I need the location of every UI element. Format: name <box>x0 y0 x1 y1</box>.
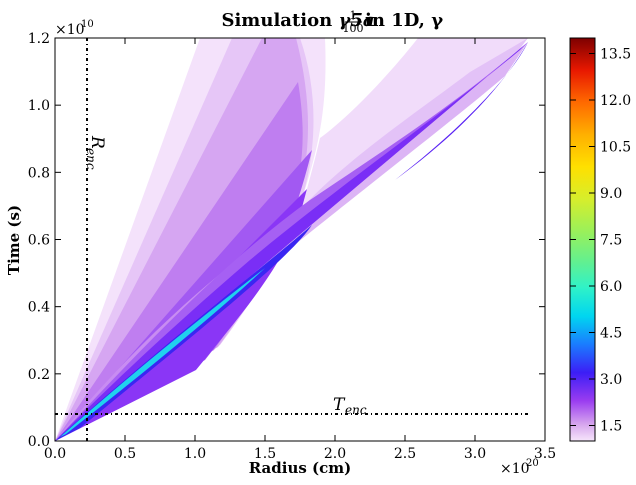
colorbar-tick-label: 7.5 <box>600 233 622 249</box>
x-tick-label: 1.0 <box>184 446 206 462</box>
svg-text:Simulation γ5a: Simulation γ5a <box>221 10 374 31</box>
y-axis-label: Time (s) <box>5 205 23 275</box>
core-lobe <box>55 82 303 441</box>
x-tick-label: 0.0 <box>44 446 66 462</box>
colorbar-tick-label: 10.5 <box>600 140 631 156</box>
r-enc-label: R enc <box>84 135 107 170</box>
title-math: γ5a <box>338 10 374 31</box>
x-tick-label: 2.5 <box>394 446 416 462</box>
svg-text:20: 20 <box>526 458 539 469</box>
y-tick-label: 1.0 <box>28 98 50 114</box>
x-axis-label: Radius (cm) <box>249 459 352 477</box>
colorbar-tick-label: 4.5 <box>600 326 622 342</box>
y-tick-label: 0.8 <box>28 165 50 181</box>
svg-text:enc: enc <box>84 148 98 170</box>
svg-text:R: R <box>87 135 107 149</box>
svg-text:×10: ×10 <box>55 22 85 38</box>
colorbar-tick-label: 6.0 <box>600 279 622 295</box>
title-suffix: in 1D, γ <box>365 10 443 31</box>
colorbar-tick-label: 9.0 <box>600 186 622 202</box>
y-axis-ticks: 0.0 0.2 0.4 0.6 0.8 1.0 1.2 <box>28 31 545 450</box>
colorbar-tick-label: 13.5 <box>600 47 631 63</box>
colorbar-tick-label: 12.0 <box>600 93 631 109</box>
colorbar-tick-label: 1.5 <box>600 419 622 435</box>
svg-text:enc: enc <box>345 403 367 417</box>
contour-layer <box>55 38 528 441</box>
title-prefix: Simulation <box>221 10 338 31</box>
shock-front-cyan <box>60 268 265 437</box>
t-enc-label: T enc <box>333 395 367 417</box>
x-tick-label: 3.0 <box>464 446 486 462</box>
y-tick-label: 0.6 <box>28 233 50 249</box>
y-multiplier: ×10 10 <box>55 19 94 38</box>
colorbar-tick-label: 3.0 <box>600 372 622 388</box>
y-tick-label: 1.2 <box>28 31 50 47</box>
colorbar-ticks: 1.5 3.0 4.5 6.0 7.5 9.0 10.5 12.0 13.5 <box>570 47 631 435</box>
x-tick-label: 0.5 <box>114 446 136 462</box>
svg-text:×10: ×10 <box>500 461 530 477</box>
x-tick-label: 2.0 <box>324 446 346 462</box>
y-tick-label: 0.4 <box>28 300 50 316</box>
x-tick-label: 3.5 <box>534 446 556 462</box>
svg-text:10: 10 <box>81 19 94 30</box>
inner-ejecta-lobe-2 <box>55 38 308 441</box>
y-tick-label: 0.2 <box>28 367 50 383</box>
svg-text:T: T <box>333 395 346 415</box>
x-tick-label: 1.5 <box>254 446 276 462</box>
x-axis-ticks: 0.0 0.5 1.0 1.5 2.0 2.5 3.0 3.5 <box>44 38 556 462</box>
chart-title: Simulation γ5a 1 100 in 1D, γ <box>221 9 443 35</box>
y-tick-label: 0.0 <box>28 434 50 450</box>
title-frac-den: 100 <box>343 22 364 35</box>
x-multiplier: ×10 20 <box>500 458 539 477</box>
title-frac-num: 1 <box>350 9 357 22</box>
